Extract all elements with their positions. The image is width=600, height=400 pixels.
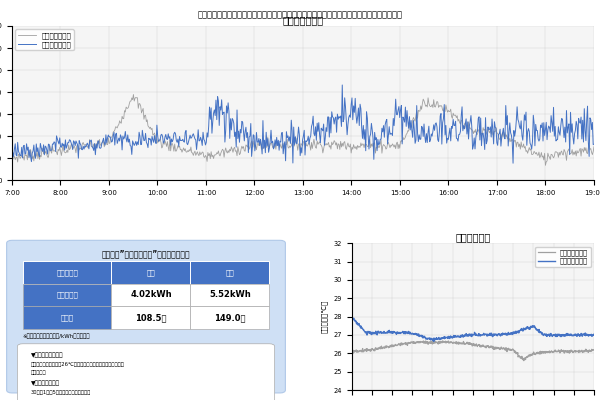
Legend: 窓開け換気なし, 窓開け換気あり: 窓開け換気なし, 窓開け換気あり bbox=[535, 246, 590, 267]
窓開け換気あり bbox=[430, 339, 437, 344]
窓開け換気なし bbox=[377, 346, 385, 351]
FancyBboxPatch shape bbox=[190, 284, 269, 306]
窓開け換気なし bbox=[352, 348, 359, 353]
FancyBboxPatch shape bbox=[112, 306, 190, 329]
窓開け換気あり bbox=[377, 329, 385, 334]
FancyBboxPatch shape bbox=[23, 261, 112, 284]
窓開け換気なし bbox=[130, 92, 137, 97]
窓開け換気なし bbox=[590, 348, 598, 352]
窓開け換気なし bbox=[500, 347, 508, 352]
窓開け換気あり bbox=[509, 161, 517, 166]
Line: 窓開け換気あり: 窓開け換気あり bbox=[12, 85, 594, 163]
Title: 消費電力量推移: 消費電力量推移 bbox=[283, 15, 323, 25]
Text: 窓開け換気: 窓開け換気 bbox=[56, 269, 78, 276]
窓開け換気あり bbox=[392, 97, 399, 102]
窓開け換気なし bbox=[520, 358, 527, 363]
窓開け換気なし bbox=[542, 163, 549, 168]
Text: なし: なし bbox=[146, 269, 155, 276]
FancyBboxPatch shape bbox=[112, 261, 190, 284]
Line: 窓開け換気あり: 窓開け換気あり bbox=[352, 316, 594, 341]
Text: あり: あり bbox=[226, 269, 234, 276]
Text: 4.02kWh: 4.02kWh bbox=[130, 290, 172, 300]
窓開け換気なし bbox=[508, 348, 515, 353]
Text: ＜窓開け換気をした場合と、窓開け換気をしない場合の比較（エアコンはつけっぱなし）＞: ＜窓開け換気をした場合と、窓開け換気をしない場合の比較（エアコンはつけっぱなし）… bbox=[197, 10, 403, 19]
窓開け換気あり bbox=[352, 319, 359, 324]
Text: 30分に1回、5分間の窓開け換気を実施: 30分に1回、5分間の窓開け換気を実施 bbox=[31, 390, 91, 395]
FancyBboxPatch shape bbox=[23, 284, 112, 306]
窓開け換気あり bbox=[508, 330, 515, 335]
窓開け換気なし bbox=[169, 144, 176, 148]
窓開け換気あり bbox=[79, 147, 86, 152]
窓開け換気あり bbox=[590, 142, 598, 147]
窓開け換気あり bbox=[348, 314, 355, 319]
Text: ※電気料金単価を２７円/kWhとして計算: ※電気料金単価を２７円/kWhとして計算 bbox=[23, 334, 90, 339]
Line: 窓開け換気なし: 窓開け換気なし bbox=[12, 94, 594, 165]
Text: 電気代: 電気代 bbox=[61, 314, 74, 321]
Text: 108.5円: 108.5円 bbox=[135, 313, 167, 322]
窓開け換気なし bbox=[348, 348, 355, 352]
Y-axis label: 室内温度（℃）: 室内温度（℃） bbox=[321, 300, 328, 333]
窓開け換気なし bbox=[79, 141, 86, 146]
窓開け換気なし bbox=[139, 108, 146, 113]
FancyBboxPatch shape bbox=[112, 284, 190, 306]
Text: 5.52kWh: 5.52kWh bbox=[209, 290, 251, 300]
窓開け換気あり bbox=[19, 156, 26, 160]
窓開け換気あり bbox=[169, 140, 176, 144]
FancyBboxPatch shape bbox=[23, 306, 112, 329]
FancyBboxPatch shape bbox=[7, 240, 286, 393]
Text: 149.0円: 149.0円 bbox=[214, 313, 245, 322]
窓開け換気なし bbox=[590, 144, 598, 149]
窓開け換気あり bbox=[8, 153, 16, 158]
Text: ▼窓開け換気設定: ▼窓開け換気設定 bbox=[31, 381, 60, 386]
Text: 消費電力量: 消費電力量 bbox=[56, 292, 78, 298]
窓開け換気なし bbox=[402, 341, 409, 346]
窓開け換気あり bbox=[402, 331, 409, 336]
Legend: 窓開け換気なし, 窓開け換気あり: 窓開け換気なし, 窓開け換気あり bbox=[16, 30, 74, 50]
窓開け換気あり bbox=[138, 142, 145, 147]
窓開け換気あり bbox=[415, 334, 422, 338]
Text: 換気：オフ: 換気：オフ bbox=[31, 370, 46, 375]
窓開け換気なし bbox=[415, 340, 422, 345]
窓開け換気なし bbox=[392, 146, 399, 151]
窓開け換気なし bbox=[8, 151, 16, 156]
Text: 冷房運転／設定温度：26℃／設定しつど：切り／風量：自動／: 冷房運転／設定温度：26℃／設定しつど：切り／風量：自動／ bbox=[31, 362, 125, 367]
Text: ▼エアコン基本設定: ▼エアコン基本設定 bbox=[31, 352, 63, 358]
窓開け換気あり bbox=[338, 82, 346, 87]
Title: 室内温度推移: 室内温度推移 bbox=[455, 232, 490, 242]
Line: 窓開け換気なし: 窓開け換気なし bbox=[352, 341, 594, 361]
Text: エアコン”つけっぱなし”の場合の電気代: エアコン”つけっぱなし”の場合の電気代 bbox=[102, 250, 190, 259]
窓開け換気あり bbox=[375, 143, 382, 148]
窓開け換気なし bbox=[19, 155, 26, 160]
FancyBboxPatch shape bbox=[17, 344, 275, 400]
窓開け換気あり bbox=[590, 332, 598, 337]
FancyBboxPatch shape bbox=[190, 306, 269, 329]
窓開け換気あり bbox=[500, 332, 508, 336]
窓開け換気なし bbox=[420, 338, 427, 343]
窓開け換気なし bbox=[375, 145, 382, 150]
FancyBboxPatch shape bbox=[190, 261, 269, 284]
